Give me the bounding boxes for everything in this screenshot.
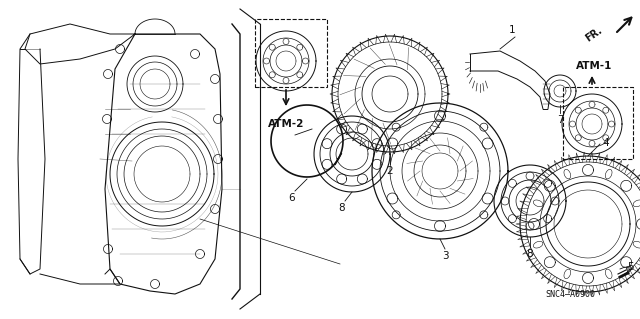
Bar <box>563 87 633 159</box>
Text: 8: 8 <box>527 249 533 259</box>
Text: 6: 6 <box>289 193 295 203</box>
Text: 1: 1 <box>509 25 515 35</box>
Text: SNC4–A0900: SNC4–A0900 <box>545 290 595 299</box>
Polygon shape <box>626 266 632 273</box>
Text: 3: 3 <box>442 251 448 261</box>
Text: FR.: FR. <box>584 25 604 43</box>
Text: ATM-1: ATM-1 <box>576 61 612 71</box>
Text: 2: 2 <box>387 166 394 176</box>
Text: ATM-2: ATM-2 <box>268 119 304 129</box>
Text: 5: 5 <box>627 262 634 272</box>
Text: 7: 7 <box>557 115 563 125</box>
Bar <box>255 19 327 87</box>
Text: 4: 4 <box>602 138 609 148</box>
Text: 8: 8 <box>339 203 346 213</box>
